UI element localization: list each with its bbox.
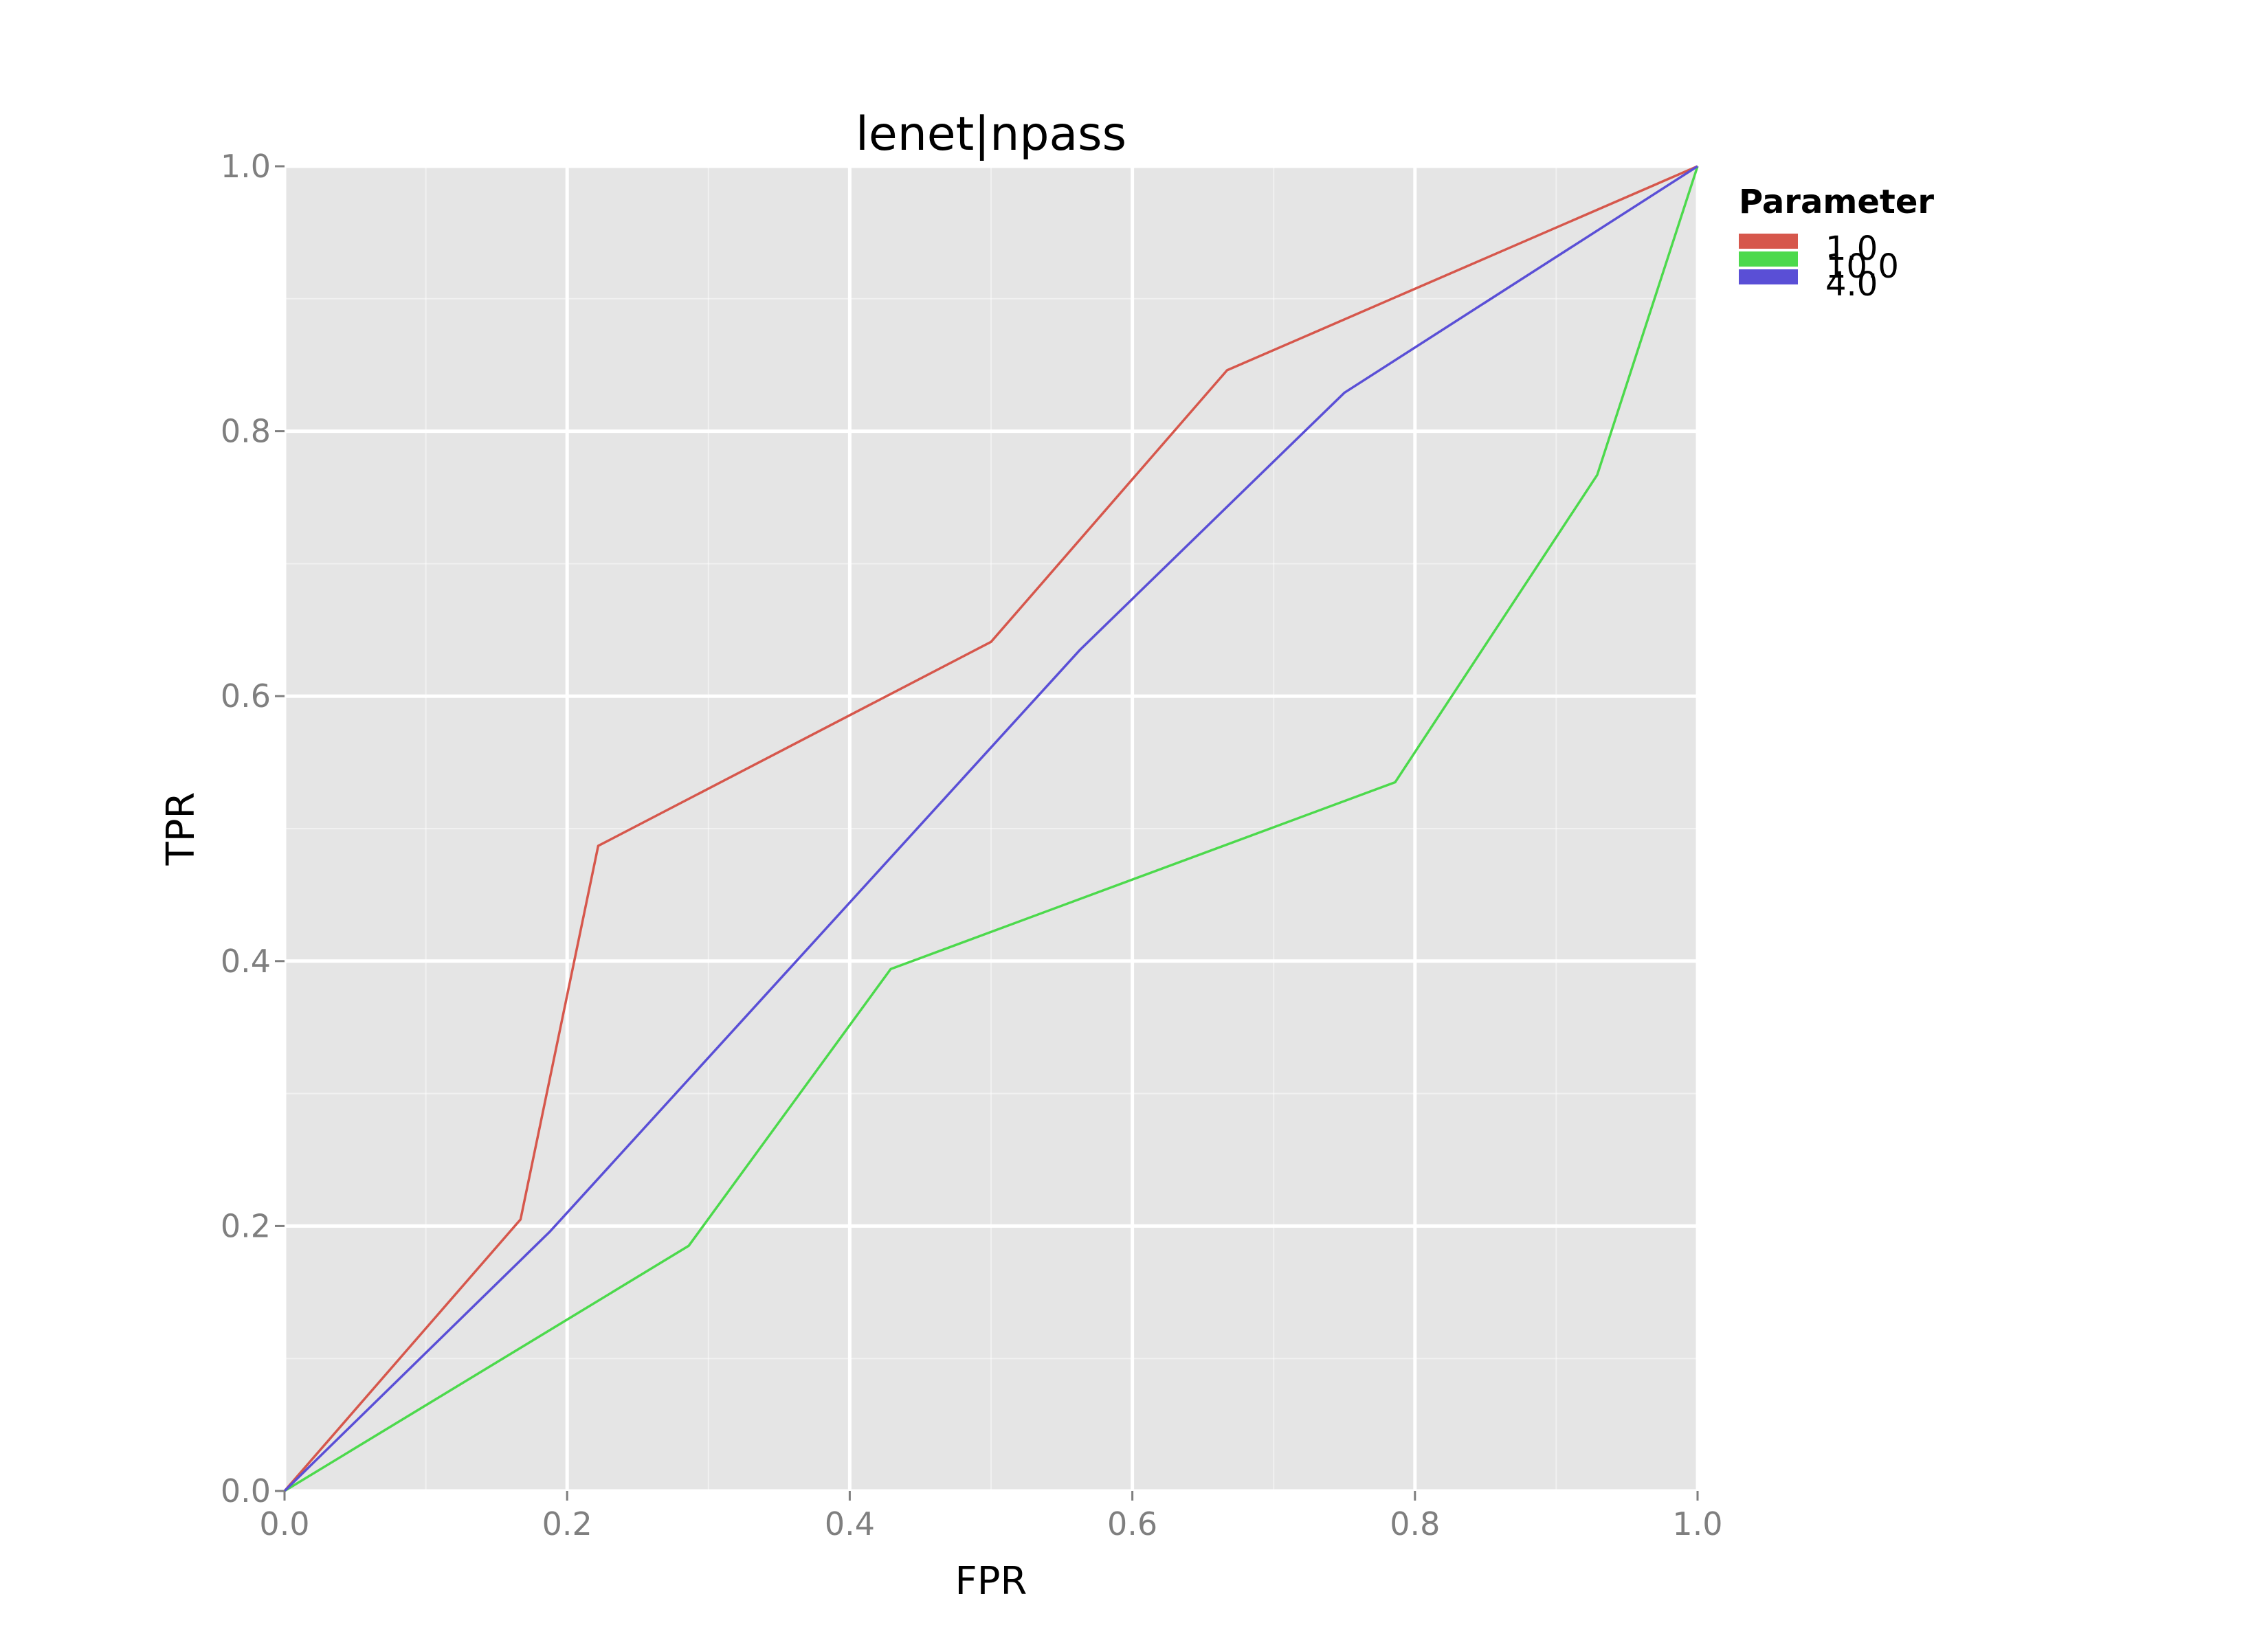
- plot-panel: [285, 166, 1698, 1491]
- x-tick-label: 0.4: [825, 1505, 875, 1543]
- x-tick-labels: 0.0 0.2 0.4 0.6 0.8 1.0: [259, 1505, 1722, 1543]
- chart-title: lenet|npass: [856, 107, 1126, 161]
- x-tick-label: 0.0: [259, 1505, 309, 1543]
- series-line-10.0: [284, 166, 1699, 1492]
- series-line-4.0: [283, 165, 1698, 1492]
- legend-swatch-1.0: [1739, 234, 1798, 249]
- y-tick-label: 0.8: [221, 413, 271, 450]
- major-gridlines: [282, 164, 1700, 1493]
- axis-ticks: [275, 165, 1699, 1501]
- legend-swatch-4.0: [1739, 269, 1798, 284]
- y-tick-label: 0.4: [221, 943, 271, 980]
- y-tick-label: 0.2: [221, 1207, 271, 1244]
- legend-label-1.0: 1.0: [1825, 229, 1878, 268]
- legend-items: 1.010.04.0: [1739, 229, 1899, 304]
- legend-swatch-10.0: [1739, 251, 1798, 267]
- y-tick-label: 0.6: [221, 677, 271, 715]
- minor-gridlines: [285, 166, 1698, 1491]
- y-tick-label: 1.0: [221, 148, 271, 185]
- x-axis-title: FPR: [955, 1559, 1027, 1604]
- series-line-1.0: [283, 165, 1698, 1492]
- x-tick-label: 1.0: [1672, 1505, 1722, 1543]
- legend-label-4.0: 4.0: [1825, 265, 1878, 304]
- y-tick-label: 0.0: [221, 1472, 271, 1510]
- y-tick-labels: 0.0 0.2 0.4 0.6 0.8 1.0: [221, 148, 271, 1510]
- legend: Parameter 1.010.04.0: [1739, 183, 1934, 304]
- x-tick-label: 0.8: [1390, 1505, 1440, 1543]
- legend-label-10.0: 10.0: [1825, 247, 1899, 286]
- x-tick-label: 0.2: [542, 1505, 592, 1543]
- x-tick-label: 0.6: [1107, 1505, 1157, 1543]
- series-lines: [283, 165, 1699, 1492]
- legend-title: Parameter: [1739, 183, 1934, 221]
- y-axis-title: TPR: [159, 792, 203, 866]
